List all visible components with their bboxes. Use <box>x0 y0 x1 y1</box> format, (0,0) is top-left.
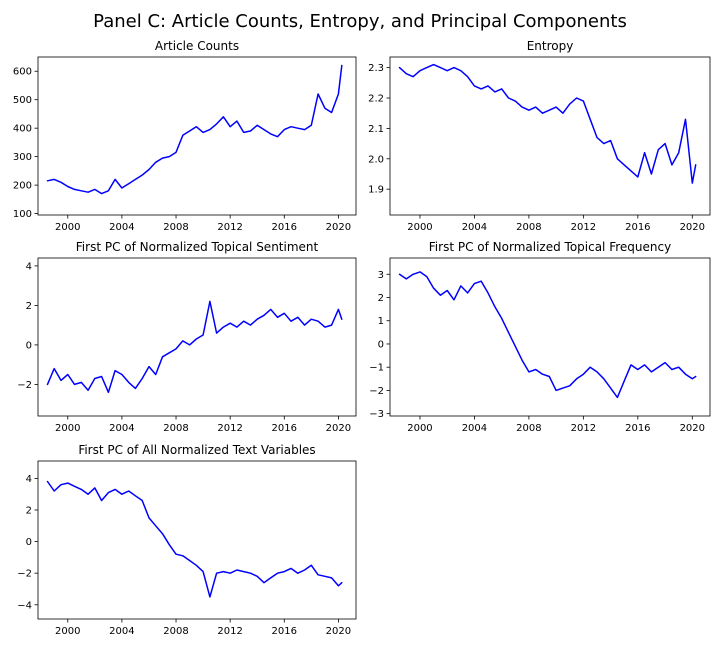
y-tick-label: 100 <box>13 209 32 220</box>
y-tick-label: 2.1 <box>368 124 384 135</box>
series-line <box>46 480 343 598</box>
chart-title: First PC of Normalized Topical Sentiment <box>76 240 319 254</box>
y-tick-label: −2 <box>17 380 32 391</box>
x-tick-label: 2012 <box>217 626 242 637</box>
y-tick-label: 4 <box>26 261 32 272</box>
x-tick-label: 2012 <box>217 222 242 233</box>
x-tick-label: 2008 <box>163 423 188 434</box>
x-tick-label: 2020 <box>326 222 351 233</box>
y-tick-label: 2 <box>378 293 384 304</box>
chart-panel-5: First PC of All Normalized Text Variable… <box>17 443 357 637</box>
x-tick-label: 2008 <box>163 222 188 233</box>
y-tick-label: −1 <box>369 363 384 374</box>
y-tick-label: 600 <box>13 67 32 78</box>
series-line <box>398 63 697 184</box>
y-tick-label: 2.2 <box>368 94 384 105</box>
x-tick-label: 2004 <box>109 423 134 434</box>
x-tick-label: 2012 <box>217 423 242 434</box>
y-tick-label: 2 <box>26 301 32 312</box>
y-tick-label: 400 <box>13 124 32 135</box>
x-tick-label: 2000 <box>55 423 80 434</box>
chart-panel-1: Article Counts 2000 2004 2008 2012 2016 2020 10… <box>13 39 357 233</box>
chart-panel-4: First PC of Normalized Topical Frequency… <box>369 240 711 434</box>
axes-frame <box>37 460 357 620</box>
x-tick-label: 2016 <box>625 222 650 233</box>
x-tick-label: 2000 <box>55 222 80 233</box>
x-tick-label: 2008 <box>516 222 541 233</box>
x-tick-label: 2004 <box>109 222 134 233</box>
y-tick-label: 3 <box>378 270 384 281</box>
x-tick-label: 2000 <box>407 423 432 434</box>
figure-title: Panel C: Article Counts, Entropy, and Pr… <box>93 11 627 32</box>
x-tick-label: 2004 <box>462 222 487 233</box>
x-tick-label: 2016 <box>272 222 297 233</box>
y-tick-label: −4 <box>17 600 32 611</box>
axes-frame <box>37 56 357 216</box>
x-tick-label: 2016 <box>625 423 650 434</box>
y-tick-label: 2.0 <box>368 154 384 165</box>
x-tick-label: 2020 <box>680 222 705 233</box>
chart-title: Entropy <box>527 39 574 53</box>
series-line <box>398 271 697 399</box>
x-tick-label: 2004 <box>462 423 487 434</box>
chart-title: First PC of Normalized Topical Frequency <box>429 240 671 254</box>
chart-panel-3: First PC of Normalized Topical Sentiment… <box>17 240 357 434</box>
chart-panel-2: Entropy 2000 2004 2008 2012 2016 2020 1.9 2.0 2.1… <box>368 39 711 233</box>
series-line <box>46 64 343 195</box>
y-tick-label: 0 <box>378 339 384 350</box>
y-tick-label: 1 <box>378 316 384 327</box>
y-tick-label: 2 <box>26 505 32 516</box>
x-tick-label: 2008 <box>163 626 188 637</box>
y-tick-label: 4 <box>26 474 32 485</box>
x-tick-label: 2008 <box>516 423 541 434</box>
x-tick-label: 2004 <box>109 626 134 637</box>
chart-title: Article Counts <box>155 39 239 53</box>
x-tick-label: 2012 <box>571 222 596 233</box>
y-tick-label: −2 <box>369 386 384 397</box>
x-tick-label: 2020 <box>326 626 351 637</box>
y-tick-label: 300 <box>13 152 32 163</box>
chart-title: First PC of All Normalized Text Variable… <box>78 443 315 457</box>
axes-frame <box>389 257 711 417</box>
y-tick-label: −2 <box>17 569 32 580</box>
x-tick-label: 2000 <box>407 222 432 233</box>
y-tick-label: 1.9 <box>368 185 384 196</box>
series-line <box>46 300 343 394</box>
y-tick-label: −3 <box>369 409 384 420</box>
x-tick-label: 2000 <box>55 626 80 637</box>
y-tick-label: 0 <box>26 537 32 548</box>
x-tick-label: 2020 <box>326 423 351 434</box>
x-tick-label: 2020 <box>680 423 705 434</box>
y-tick-label: 200 <box>13 181 32 192</box>
y-tick-label: 0 <box>26 340 32 351</box>
x-tick-label: 2012 <box>571 423 596 434</box>
x-tick-label: 2016 <box>272 423 297 434</box>
axes-frame <box>389 56 711 216</box>
axes-frame <box>37 257 357 417</box>
y-tick-label: 500 <box>13 95 32 106</box>
x-tick-label: 2016 <box>272 626 297 637</box>
y-tick-label: 2.3 <box>368 63 384 74</box>
